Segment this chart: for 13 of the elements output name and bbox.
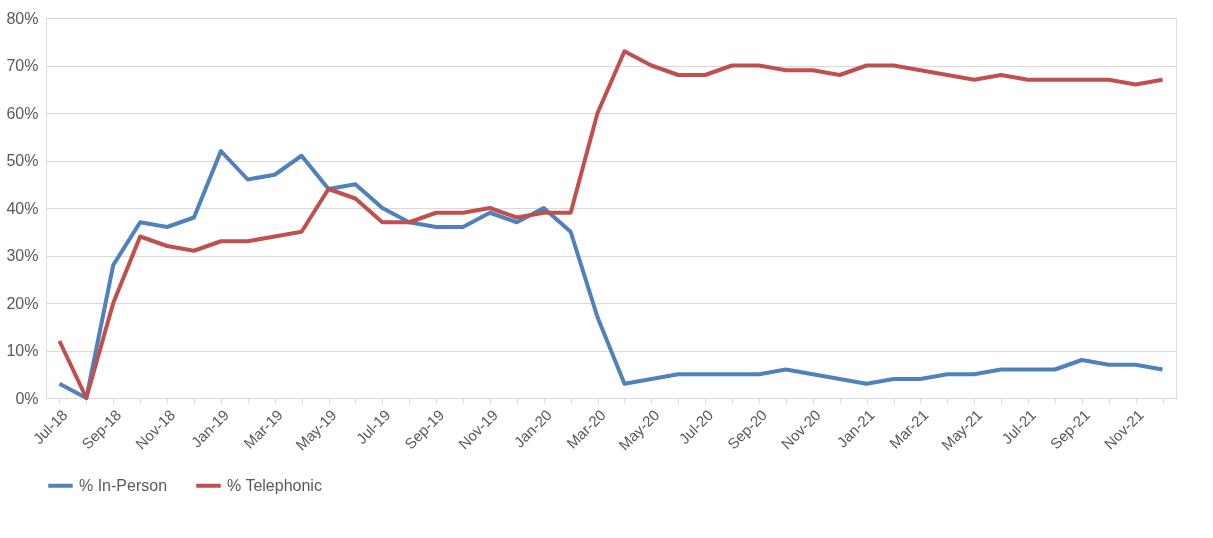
y-tick-label: 30% (6, 247, 39, 264)
y-tick-label: 70% (6, 57, 39, 74)
y-tick-label: 10% (6, 342, 39, 359)
y-tick-label: 50% (6, 152, 39, 169)
y-tick-label: 20% (6, 294, 39, 312)
y-tick-label: 60% (6, 104, 39, 122)
y-tick-label: 40% (6, 199, 39, 217)
y-tick-label: 80% (6, 9, 39, 27)
legend-label: % In-Person (79, 476, 168, 494)
line-series (57, 49, 1165, 400)
line-series (57, 149, 1165, 400)
y-tick-label: 0% (15, 389, 39, 407)
legend-label: % Telephonic (227, 476, 322, 494)
